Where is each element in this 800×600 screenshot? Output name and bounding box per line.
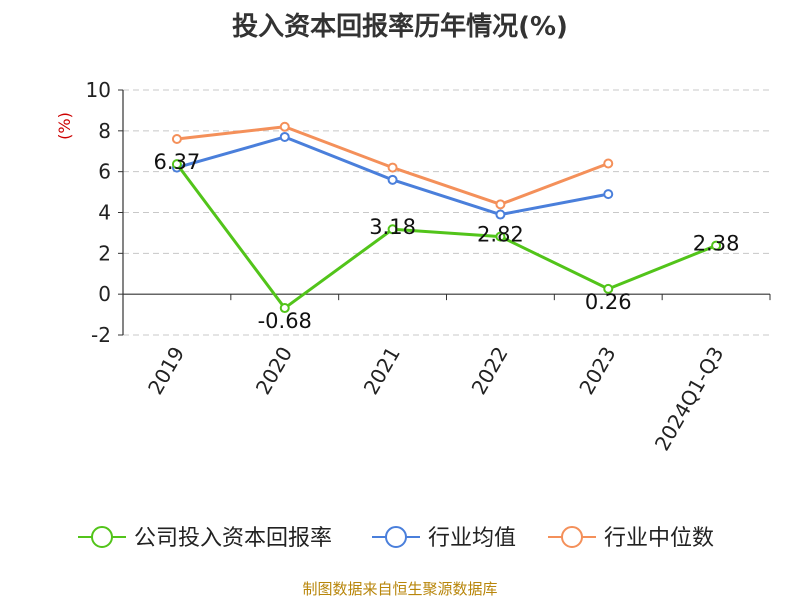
data-point	[603, 158, 614, 169]
series-line	[175, 163, 717, 310]
y-axis-label: (%)	[55, 112, 74, 140]
data-label: -0.68	[258, 309, 312, 333]
x-tick-label: 2024Q1-Q3	[650, 343, 729, 455]
source-note: 制图数据来自恒生聚源数据库	[302, 580, 498, 598]
legend-marker	[385, 526, 407, 548]
data-point	[279, 303, 290, 314]
data-point	[171, 134, 182, 144]
y-tick-label: 10	[86, 78, 111, 102]
y-tick-label: 4	[98, 201, 111, 225]
legend-label: 行业均值	[428, 526, 516, 551]
data-point	[603, 283, 614, 294]
data-point	[495, 231, 506, 242]
y-tick-label: 0	[98, 282, 111, 306]
data-point	[603, 189, 614, 200]
data-label: 0.26	[585, 290, 632, 314]
y-tick-label: -2	[91, 323, 111, 347]
data-label: 3.18	[369, 215, 416, 239]
legend-marker	[561, 526, 583, 548]
data-point	[279, 121, 290, 132]
data-point	[387, 162, 398, 173]
legend-label: 行业中位数	[604, 526, 714, 551]
data-point	[279, 131, 290, 142]
data-point	[171, 159, 182, 170]
x-tick-label: 2019	[143, 343, 189, 399]
legend-label: 公司投入资本回报率	[134, 526, 332, 551]
chart-title: 投入资本回报率历年情况(%)	[232, 12, 568, 42]
x-tick-label: 2022	[467, 342, 513, 398]
legend-marker	[91, 526, 113, 548]
data-point	[387, 174, 398, 185]
data-point	[495, 199, 506, 210]
data-point	[495, 209, 506, 220]
data-label: 2.82	[477, 223, 524, 247]
y-tick-label: 6	[98, 160, 111, 184]
y-tick-label: 2	[98, 241, 111, 265]
x-tick-label: 2020	[251, 343, 297, 399]
x-tick-label: 2023	[574, 343, 620, 399]
x-tick-label: 2021	[359, 343, 405, 399]
y-tick-label: 8	[98, 119, 111, 143]
data-label: 6.37	[154, 150, 201, 174]
data-point	[387, 224, 398, 235]
data-label: 2.38	[693, 232, 740, 256]
data-point	[711, 240, 722, 251]
